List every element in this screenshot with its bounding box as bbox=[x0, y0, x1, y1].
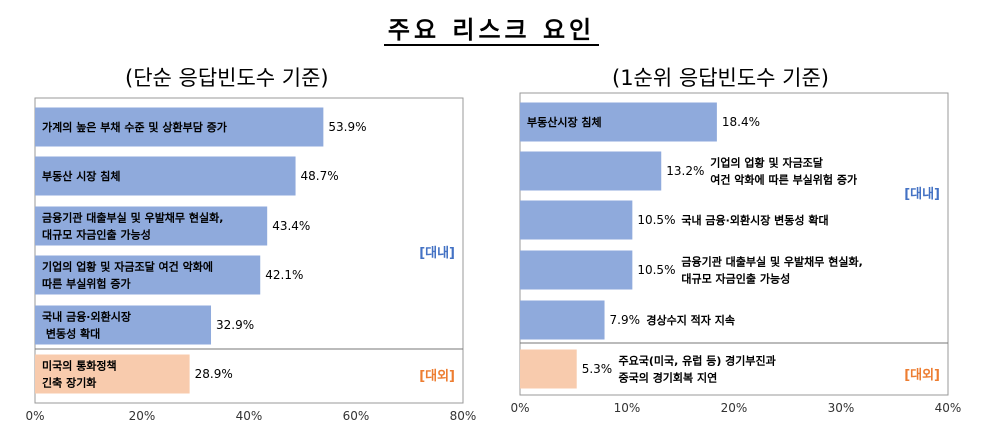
bar bbox=[35, 354, 190, 394]
group-label-domestic: [대내] bbox=[904, 186, 940, 202]
bar bbox=[35, 156, 296, 196]
value-label: 18.4% bbox=[722, 115, 760, 129]
value-label: 32.9% bbox=[216, 318, 254, 332]
value-label: 13.2% bbox=[666, 164, 704, 178]
category-label: 기업의 업황 및 자금조달 여건 악화에 따른 부실위험 증가 bbox=[710, 156, 857, 187]
category-label: 금융기관 대출부실 및 우발채무 현실화, 대규모 자금인출 가능성 bbox=[42, 211, 223, 242]
category-label: 부동산 시장 침체 bbox=[42, 169, 121, 183]
x-tick-label: 0% bbox=[510, 401, 529, 415]
category-label: 부동산시장 침체 bbox=[527, 115, 602, 129]
value-label: 28.9% bbox=[195, 367, 233, 381]
category-label: 주요국(미국, 유럽 등) 경기부진과 중국의 경기회복 지연 bbox=[619, 354, 776, 385]
x-tick-label: 40% bbox=[236, 409, 263, 423]
group-label-external: [대외] bbox=[904, 367, 940, 383]
x-tick-label: 20% bbox=[129, 409, 156, 423]
bar bbox=[520, 300, 605, 340]
main-title: 주요 리스크 요인 bbox=[0, 10, 983, 46]
main-title-text: 주요 리스크 요인 bbox=[383, 16, 600, 46]
x-tick-label: 40% bbox=[935, 401, 962, 415]
bar bbox=[35, 107, 324, 147]
value-label: 53.9% bbox=[328, 120, 366, 134]
category-label: 금융기관 대출부실 및 우발채무 현실화, 대규모 자금인출 가능성 bbox=[681, 255, 862, 286]
value-label: 5.3% bbox=[582, 362, 613, 376]
category-label: 국내 금융·외환시장 변동성 확대 bbox=[42, 310, 131, 341]
bar bbox=[520, 102, 717, 142]
x-tick-label: 0% bbox=[25, 409, 44, 423]
bar bbox=[35, 255, 261, 295]
right-chart-title: (1순위 응답빈도수 기준) bbox=[612, 66, 829, 90]
x-tick-label: 80% bbox=[450, 409, 477, 423]
value-label: 10.5% bbox=[637, 263, 675, 277]
bar bbox=[520, 151, 662, 191]
chart-right: 0% 10% 20% 30% 40% 18.4% 부동산시장 침체 13.2% 기업의 업황 및… bbox=[510, 92, 962, 415]
bar bbox=[35, 206, 268, 246]
category-label: 국내 금융·외환시장 변동성 확대 bbox=[681, 213, 828, 227]
group-label-external: [대외] bbox=[419, 368, 455, 384]
x-tick-label: 30% bbox=[828, 401, 855, 415]
plot-area bbox=[519, 92, 949, 396]
plot-area bbox=[34, 97, 464, 404]
x-tick-label: 60% bbox=[343, 409, 370, 423]
x-tick-label: 10% bbox=[614, 401, 641, 415]
value-label: 48.7% bbox=[301, 169, 339, 183]
category-label: 가계의 높은 부채 수준 및 상환부담 증가 bbox=[42, 120, 227, 134]
group-label-domestic: [대내] bbox=[419, 245, 455, 261]
category-label: 경상수지 적자 지속 bbox=[646, 313, 735, 327]
category-label: 미국의 통화정책 긴축 장기화 bbox=[42, 359, 117, 390]
value-label: 43.4% bbox=[272, 219, 310, 233]
value-label: 7.9% bbox=[610, 313, 641, 327]
bar bbox=[520, 250, 633, 290]
value-label: 42.1% bbox=[265, 268, 303, 282]
chart-left: 0% 20% 40% 60% 80% 53.9% 가계의 높은 부채 수준 및 상환부담 증… bbox=[25, 97, 477, 423]
left-chart-title: (단순 응답빈도수 기준) bbox=[125, 66, 329, 90]
value-label: 10.5% bbox=[637, 213, 675, 227]
x-tick-label: 20% bbox=[721, 401, 748, 415]
bar bbox=[520, 200, 633, 240]
category-label: 기업의 업황 및 자금조달 여건 악화에 따른 부실위험 증가 bbox=[42, 260, 213, 291]
bar bbox=[520, 349, 577, 389]
bar bbox=[35, 305, 212, 345]
